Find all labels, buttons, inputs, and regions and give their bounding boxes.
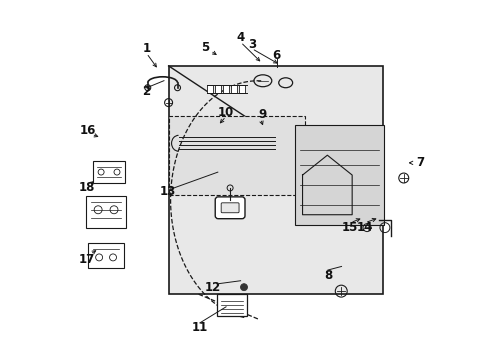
Bar [88,243,123,268]
Text: 4: 4 [236,31,244,44]
Text: 2: 2 [142,85,150,98]
Text: 7: 7 [415,156,424,169]
Text: 16: 16 [80,124,96,137]
Bar [217,294,246,316]
Text: 10: 10 [218,105,234,119]
Bar [239,85,244,93]
Bar [168,116,304,195]
FancyBboxPatch shape [221,203,239,213]
Text: 3: 3 [247,38,255,51]
Text: 17: 17 [79,253,95,266]
Text: 15: 15 [342,221,358,234]
FancyBboxPatch shape [215,197,244,219]
Text: 5: 5 [200,41,208,54]
Text: 1: 1 [142,42,150,55]
Text: 6: 6 [272,49,280,62]
Bar [93,161,124,183]
Bar [168,66,382,294]
Circle shape [240,284,247,291]
Bar [207,85,213,93]
Bar [223,85,229,93]
Text: 9: 9 [258,108,266,121]
Bar [294,125,383,225]
Bar [215,85,221,93]
Text: 8: 8 [323,269,331,282]
Text: 13: 13 [160,185,176,198]
Text: 11: 11 [191,321,207,334]
Bar [86,196,126,228]
Text: 14: 14 [356,221,372,234]
Text: 18: 18 [79,181,95,194]
Bar [231,85,237,93]
Text: 12: 12 [204,282,221,294]
